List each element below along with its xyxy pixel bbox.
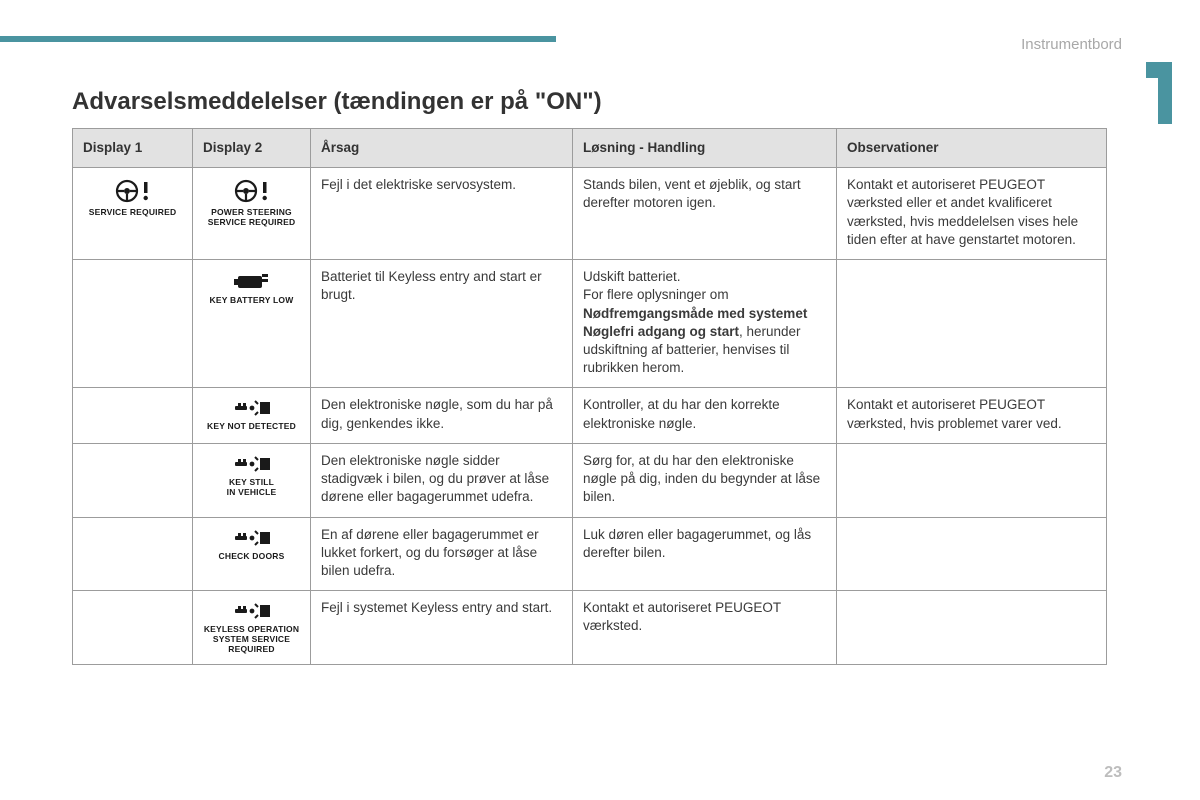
col-display1: Display 1 [73,129,193,168]
table-row: SERVICE REQUIRED POWER STEERING SERVICE … [73,168,1107,260]
table-row: KEYLESS OPERATION SYSTEM SERVICE REQUIRE… [73,591,1107,665]
cell-display2: KEY BATTERY LOW [193,260,311,388]
cell-obs [837,591,1107,665]
table-row: CHECK DOORS En af dørene eller bagagerumm… [73,517,1107,591]
cell-cause: Batteriet til Keyless entry and start er… [311,260,573,388]
key-signal-icon [230,528,274,548]
cell-display1 [73,388,193,443]
solution-text-pre: Udskift batteriet. For flere oplysninger… [583,269,729,302]
icon-caption: KEY STILL IN VEHICLE [203,478,300,498]
cell-obs [837,517,1107,591]
chapter-number-1-icon [1134,62,1172,124]
icon-caption: CHECK DOORS [203,552,300,562]
cell-display2: KEYLESS OPERATION SYSTEM SERVICE REQUIRE… [193,591,311,665]
cell-obs [837,443,1107,517]
cell-display1 [73,260,193,388]
cell-display1 [73,591,193,665]
cell-cause: En af dørene eller bagagerummet er lukke… [311,517,573,591]
steering-wheel-icon [229,178,275,204]
steering-wheel-icon [110,178,156,204]
cell-cause: Den elektroniske nøgle, som du har på di… [311,388,573,443]
warnings-table: Display 1 Display 2 Årsag Løsning - Hand… [72,128,1106,665]
key-signal-icon [230,454,274,474]
table-header-row: Display 1 Display 2 Årsag Løsning - Hand… [73,129,1107,168]
cell-obs [837,260,1107,388]
top-accent-bar [0,36,556,42]
cell-solution: Kontakt et autoriseret PEUGEOT værksted. [573,591,837,665]
cell-display2: POWER STEERING SERVICE REQUIRED [193,168,311,260]
icon-caption: KEY NOT DETECTED [203,422,300,432]
cell-solution: Kontroller, at du har den korrekte elekt… [573,388,837,443]
section-label: Instrumentbord [1021,36,1122,53]
table-row: KEY BATTERY LOW Batteriet til Keyless ent… [73,260,1107,388]
key-signal-icon [230,398,274,418]
key-signal-icon [230,601,274,621]
cell-display2: KEY NOT DETECTED [193,388,311,443]
cell-display1: SERVICE REQUIRED [73,168,193,260]
cell-cause: Den elektroniske nøgle sidder stadigvæk … [311,443,573,517]
cell-obs: Kontakt et autoriseret PEUGEOT værksted,… [837,388,1107,443]
cell-obs: Kontakt et autoriseret PEUGEOT værksted … [837,168,1107,260]
table-row: KEY NOT DETECTED Den elektroniske nøgle, … [73,388,1107,443]
cell-display2: KEY STILL IN VEHICLE [193,443,311,517]
table-row: KEY STILL IN VEHICLE Den elektroniske nøg… [73,443,1107,517]
cell-solution: Stands bilen, vent et øjeblik, og start … [573,168,837,260]
cell-solution: Udskift batteriet. For flere oplysninger… [573,260,837,388]
icon-caption: KEYLESS OPERATION SYSTEM SERVICE REQUIRE… [203,625,300,654]
icon-caption: KEY BATTERY LOW [203,296,300,306]
page-title: Advarselsmeddelelser (tændingen er på "O… [72,88,602,116]
cell-solution: Sørg for, at du har den elektroniske nøg… [573,443,837,517]
col-obs: Observationer [837,129,1107,168]
cell-display2: CHECK DOORS [193,517,311,591]
icon-caption: SERVICE REQUIRED [83,208,182,218]
col-cause: Årsag [311,129,573,168]
cell-cause: Fejl i systemet Keyless entry and start. [311,591,573,665]
cell-cause: Fejl i det elektriske servosystem. [311,168,573,260]
icon-caption: POWER STEERING SERVICE REQUIRED [203,208,300,228]
cell-display1 [73,517,193,591]
page-number: 23 [1104,764,1122,782]
cell-solution: Luk døren eller bagagerummet, og lås der… [573,517,837,591]
col-solution: Løsning - Handling [573,129,837,168]
cell-display1 [73,443,193,517]
col-display2: Display 2 [193,129,311,168]
key-battery-icon [232,270,272,292]
